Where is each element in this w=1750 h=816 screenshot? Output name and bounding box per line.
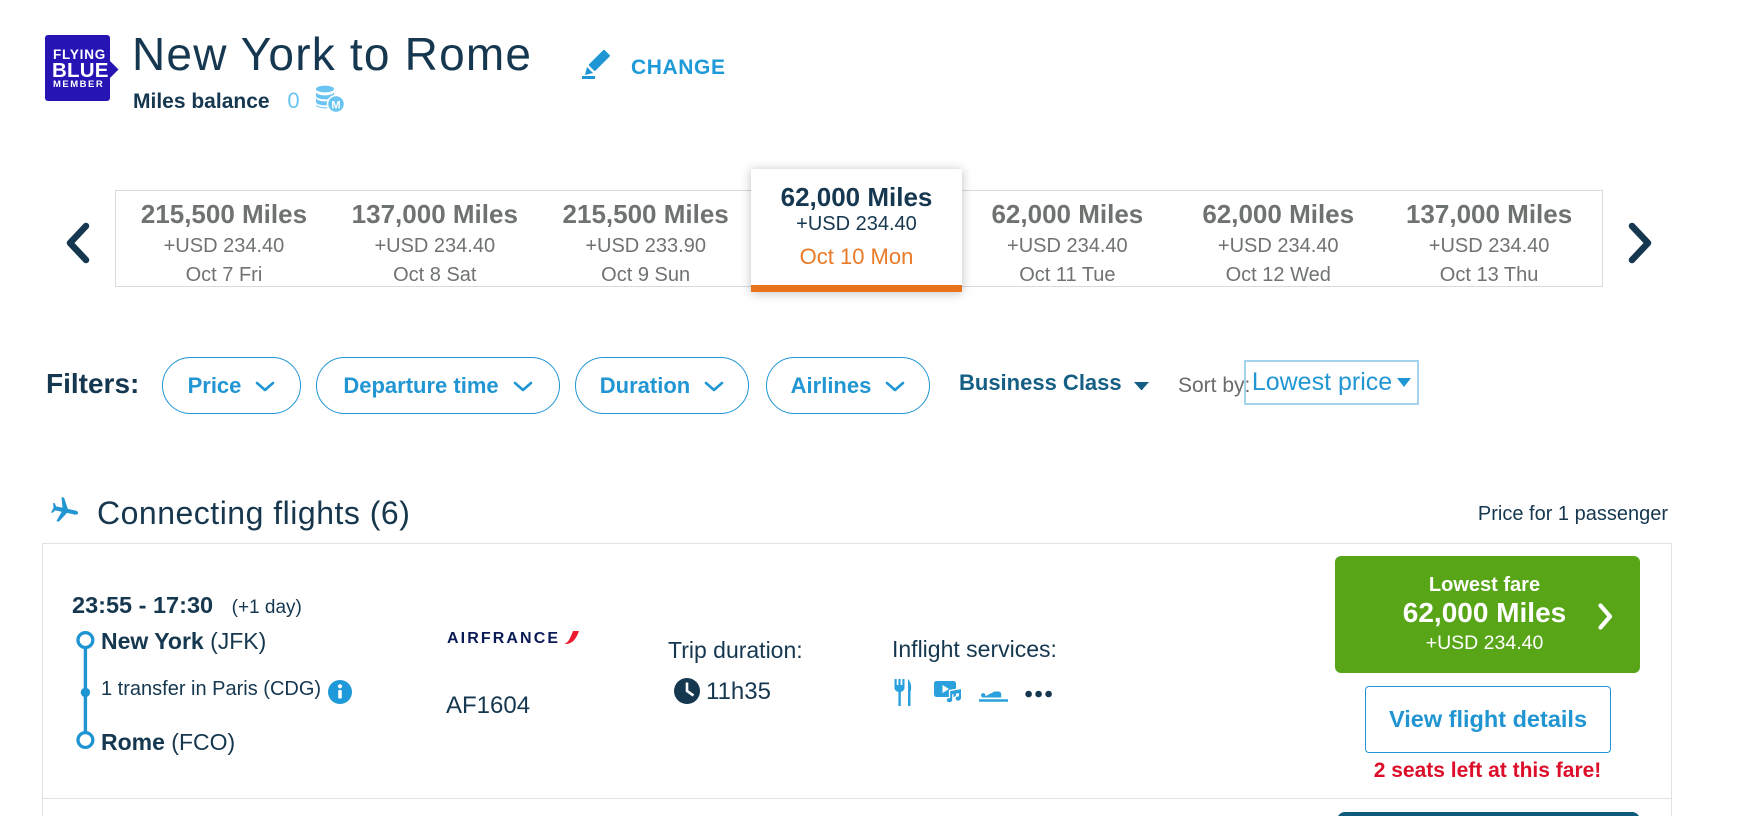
svg-text:M: M — [331, 100, 340, 112]
